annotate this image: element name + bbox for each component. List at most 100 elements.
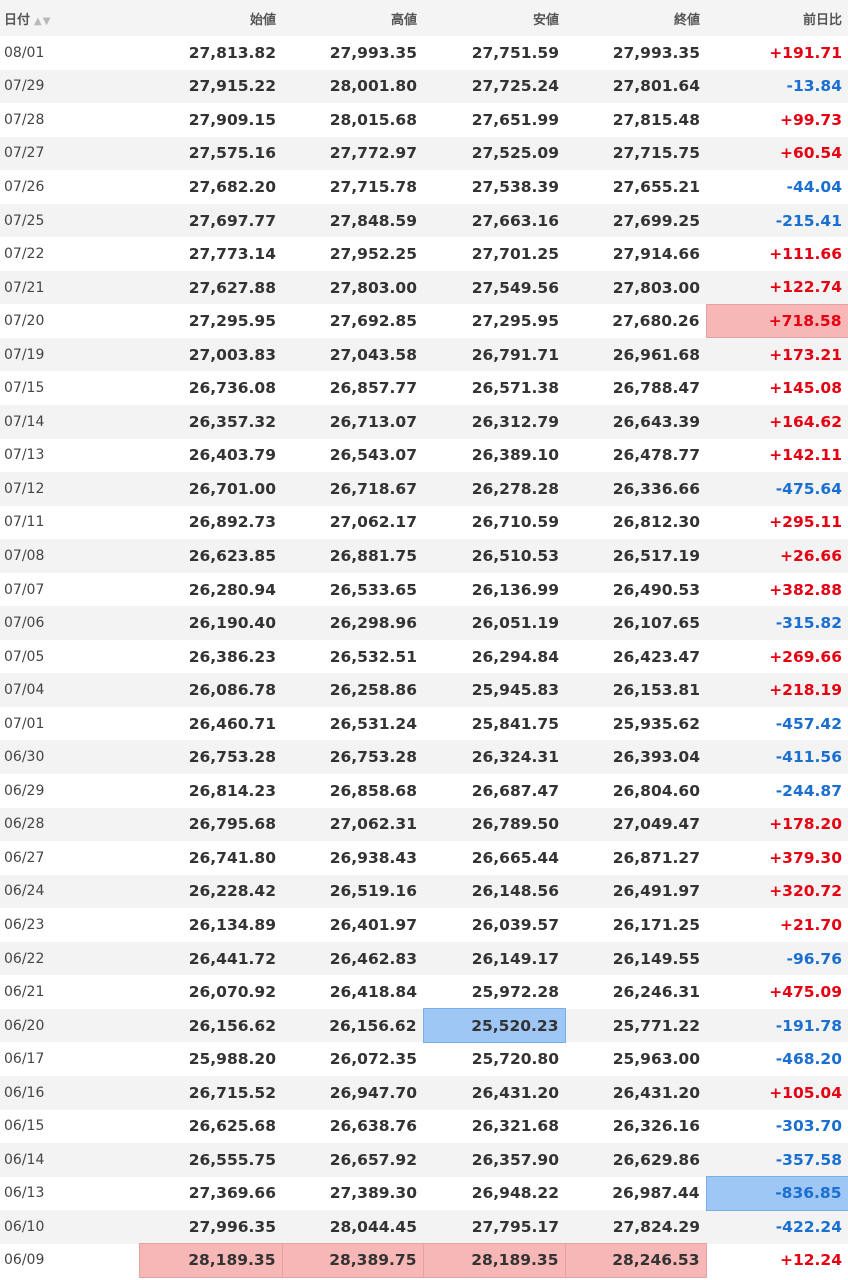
cell-high: 26,532.51 — [329, 647, 417, 666]
cell-high: 27,803.00 — [282, 270, 423, 305]
cell-date: 07/06 — [0, 606, 139, 640]
cell-change: +142.11 — [769, 446, 842, 465]
cell-change: +26.66 — [706, 539, 848, 573]
cell-open: 26,070.92 — [188, 983, 276, 1002]
cell-high: 27,062.31 — [282, 807, 423, 842]
cell-change: +475.09 — [769, 983, 842, 1002]
cell-high: 27,993.35 — [329, 43, 417, 62]
cell-close: 27,655.21 — [612, 177, 700, 196]
cell-high: 26,072.35 — [329, 1050, 417, 1069]
column-header-date[interactable]: 日付 ▲▼ — [0, 0, 139, 36]
cell-high: 26,462.83 — [282, 941, 423, 976]
cell-open: 26,625.68 — [188, 1117, 276, 1136]
cell-high: 26,713.07 — [282, 405, 423, 439]
cell-close: 27,803.00 — [565, 270, 706, 305]
cell-date: 06/23 — [4, 916, 45, 933]
cell-high: 27,389.30 — [329, 1184, 417, 1203]
cell-low: 26,789.50 — [423, 807, 565, 842]
cell-date: 07/26 — [4, 178, 45, 195]
table-row: 06/17 25,988.20 26,072.35 25,720.80 25,963.0… — [0, 1042, 848, 1076]
cell-date: 06/13 — [4, 1185, 45, 1202]
cell-low: 27,751.59 — [471, 43, 559, 62]
cell-low: 28,189.35 — [422, 1243, 566, 1278]
cell-open: 27,996.35 — [139, 1210, 282, 1244]
cell-date: 07/08 — [0, 539, 139, 573]
cell-close: 25,935.62 — [612, 714, 700, 733]
cell-low: 26,431.20 — [423, 1075, 565, 1110]
cell-close: 27,993.35 — [612, 43, 700, 62]
cell-open: 26,753.28 — [139, 740, 282, 775]
cell-date: 06/09 — [4, 1252, 45, 1269]
cell-open: 26,280.94 — [188, 580, 276, 599]
cell-close: 27,914.66 — [612, 245, 700, 264]
cell-open: 26,403.79 — [188, 446, 276, 465]
cell-open: 26,156.62 — [139, 1008, 282, 1043]
cell-date: 07/01 — [4, 715, 45, 732]
table-row: 07/14 26,357.32 26,713.07 26,312.79 26,643.3… — [0, 405, 848, 439]
cell-change: +122.74 — [706, 270, 848, 305]
cell-date: 06/29 — [4, 782, 45, 799]
cell-change: -468.20 — [775, 1050, 842, 1069]
cell-high: 26,533.65 — [329, 580, 417, 599]
cell-date: 07/19 — [0, 337, 139, 372]
cell-open: 28,189.35 — [138, 1243, 283, 1278]
cell-change: -303.70 — [775, 1117, 842, 1136]
cell-date: 07/07 — [4, 581, 45, 598]
cell-change: +99.73 — [779, 110, 842, 129]
cell-high: 26,753.28 — [282, 740, 423, 775]
cell-close: 27,680.26 — [612, 312, 700, 331]
cell-close: 27,801.64 — [565, 69, 706, 104]
cell-close: 26,490.53 — [612, 580, 700, 599]
cell-open: 27,773.14 — [188, 245, 276, 264]
cell-date: 07/13 — [4, 447, 45, 464]
cell-high: 27,952.25 — [329, 245, 417, 264]
table-row: 06/10 27,996.35 28,044.45 27,795.17 27,824.2… — [0, 1210, 848, 1244]
cell-change: +21.70 — [779, 915, 842, 934]
table-row: 07/20 27,295.95 27,692.85 27,295.95 27,680.2… — [0, 303, 848, 339]
cell-change: +173.21 — [706, 337, 848, 372]
cell-high: 27,043.58 — [282, 337, 423, 372]
table-row: 06/29 26,814.23 26,858.68 26,687.47 26,804.6… — [0, 774, 848, 808]
cell-low: 26,321.68 — [471, 1117, 559, 1136]
cell-open: 27,682.20 — [188, 177, 276, 196]
table-row: 07/12 26,701.00 26,718.67 26,278.28 26,336.6… — [0, 472, 848, 506]
column-header-close: 終値 — [565, 0, 706, 36]
column-header-change: 前日比 — [706, 0, 848, 36]
table-row: 07/19 27,003.83 27,043.58 26,791.71 26,961.6… — [0, 337, 848, 372]
cell-low: 26,148.56 — [423, 874, 565, 909]
cell-change: +718.58 — [705, 303, 848, 339]
sort-arrows-icon[interactable]: ▲▼ — [34, 15, 52, 27]
cell-open: 27,627.88 — [139, 270, 282, 305]
cell-close: 26,812.30 — [612, 513, 700, 532]
cell-date: 06/24 — [0, 874, 139, 909]
cell-low: 27,663.16 — [423, 203, 565, 238]
cell-change: -215.41 — [706, 203, 848, 238]
cell-high: 26,519.16 — [282, 874, 423, 909]
cell-open: 27,697.77 — [139, 203, 282, 238]
cell-close: 26,423.47 — [612, 647, 700, 666]
table-row: 06/23 26,134.89 26,401.97 26,039.57 26,171.2… — [0, 908, 848, 942]
cell-low: 27,549.56 — [423, 270, 565, 305]
table-row: 07/07 26,280.94 26,533.65 26,136.99 26,490.5… — [0, 573, 848, 607]
column-header-high: 高値 — [282, 0, 423, 36]
cell-high: 27,062.17 — [329, 513, 417, 532]
cell-close: 26,336.66 — [565, 472, 706, 506]
table-row: 07/25 27,697.77 27,848.59 27,663.16 27,699.2… — [0, 203, 848, 238]
column-header-open: 始値 — [139, 0, 282, 36]
cell-high: 26,938.43 — [329, 848, 417, 867]
cell-change: +379.30 — [769, 848, 842, 867]
cell-low: 26,149.17 — [423, 941, 565, 976]
cell-open: 26,814.23 — [188, 781, 276, 800]
cell-change: +145.08 — [769, 379, 842, 398]
cell-open: 26,892.73 — [188, 513, 276, 532]
cell-change: +105.04 — [706, 1075, 848, 1110]
table-row: 08/01 27,813.82 27,993.35 27,751.59 27,993.3… — [0, 36, 848, 70]
cell-date: 07/12 — [0, 472, 139, 506]
table-row: 06/21 26,070.92 26,418.84 25,972.28 26,246.3… — [0, 975, 848, 1009]
cell-change: +295.11 — [769, 513, 842, 532]
cell-close: 26,478.77 — [612, 446, 700, 465]
cell-close: 28,246.53 — [564, 1243, 707, 1278]
cell-change: +320.72 — [706, 874, 848, 909]
table-row: 06/14 26,555.75 26,657.92 26,357.90 26,629.8… — [0, 1143, 848, 1177]
